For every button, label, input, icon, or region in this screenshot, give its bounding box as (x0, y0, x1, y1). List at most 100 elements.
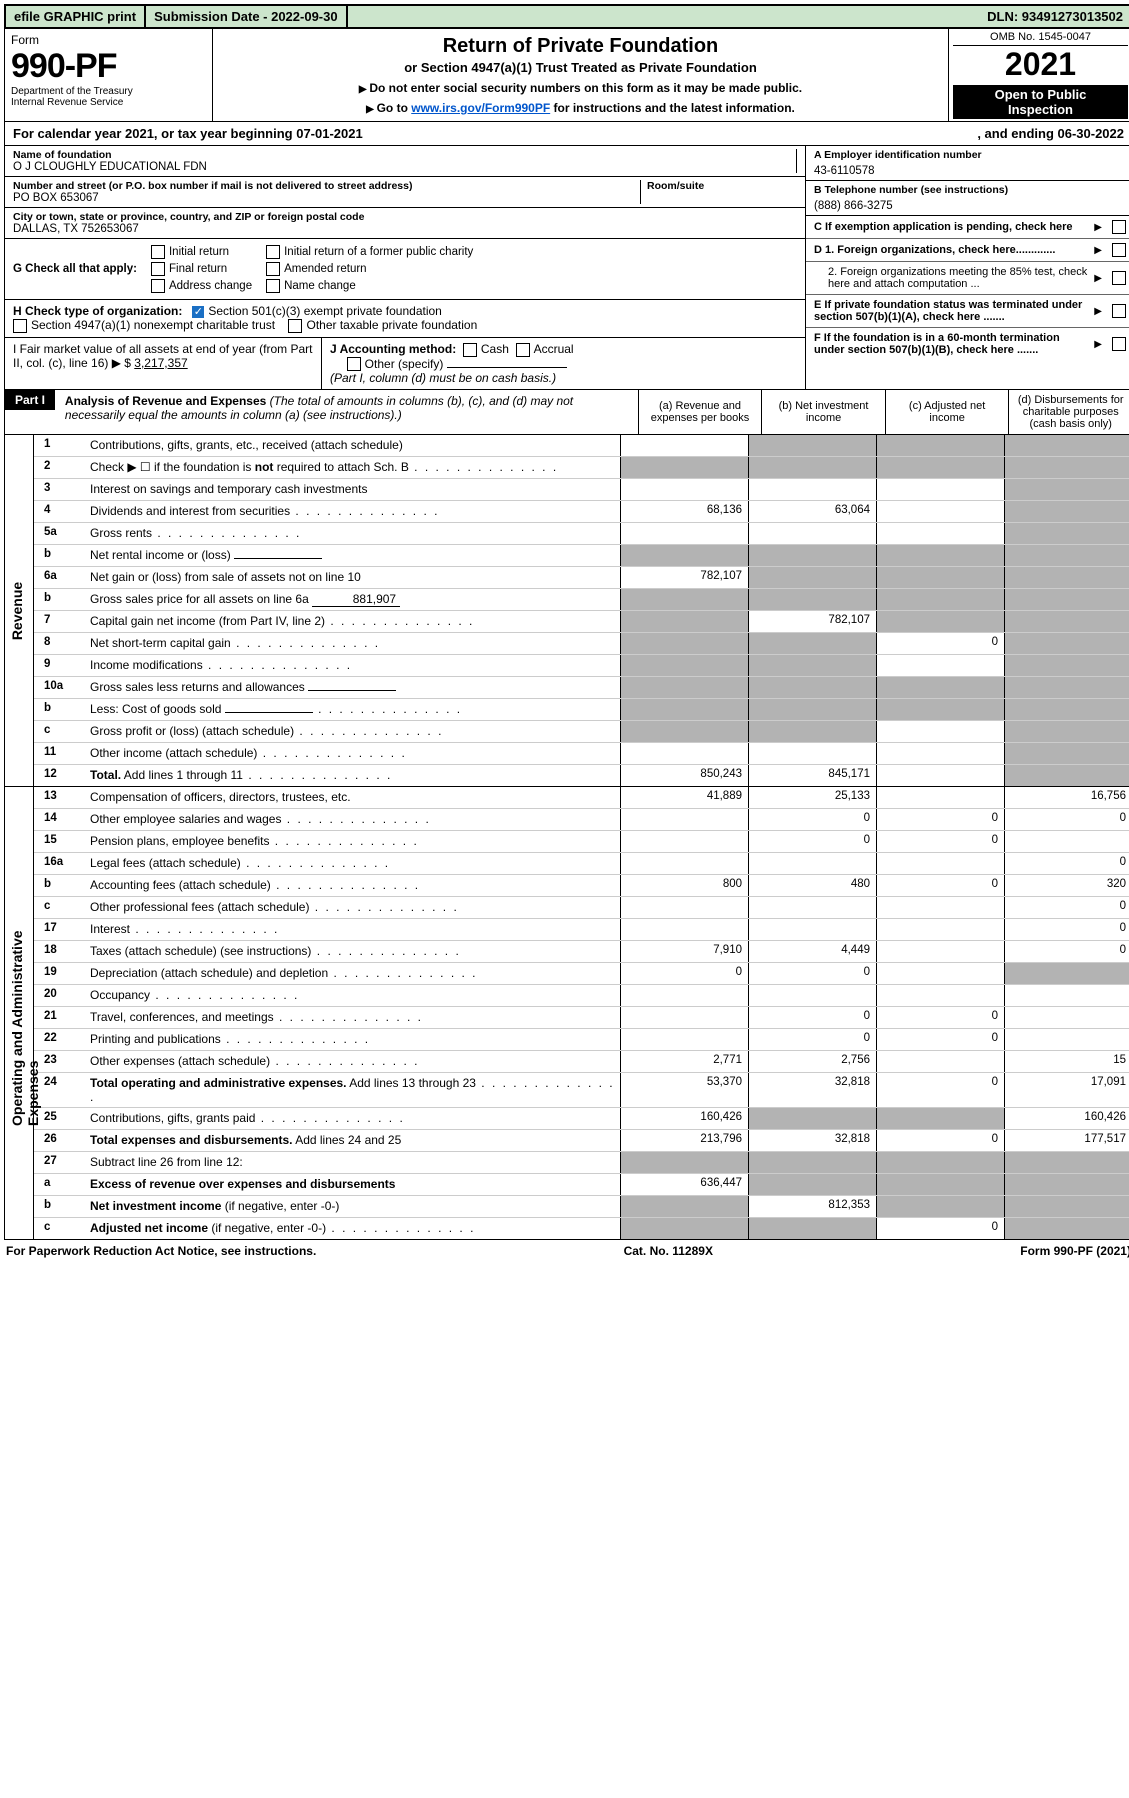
checkbox-icon[interactable] (1112, 220, 1126, 234)
dept-label: Department of the Treasury (11, 86, 206, 97)
checkbox-icon[interactable] (1112, 243, 1126, 257)
checkbox-icon[interactable] (516, 343, 530, 357)
table-row: 18Taxes (attach schedule) (see instructi… (34, 941, 1129, 963)
d2-flag: 2. Foreign organizations meeting the 85%… (806, 262, 1129, 295)
line-number: 12 (34, 765, 86, 786)
line-desc: Dividends and interest from securities (86, 501, 620, 522)
value-cell (748, 1174, 876, 1195)
value-cell (748, 677, 876, 698)
value-cell (1004, 1196, 1129, 1217)
table-row: 17Interest0 (34, 919, 1129, 941)
checkbox-icon[interactable] (13, 319, 27, 333)
value-cell: 63,064 (748, 501, 876, 522)
efile-label: efile GRAPHIC print (6, 6, 146, 27)
checkbox-icon[interactable] (288, 319, 302, 333)
value-cell: 53,370 (620, 1073, 748, 1107)
line-number: b (34, 589, 86, 610)
table-row: 21Travel, conferences, and meetings00 (34, 1007, 1129, 1029)
value-cell (1004, 831, 1129, 852)
line-desc: Other professional fees (attach schedule… (86, 897, 620, 918)
checkbox-icon[interactable] (266, 279, 280, 293)
value-cell (620, 919, 748, 940)
value-cell (620, 721, 748, 742)
table-row: 26Total expenses and disbursements. Add … (34, 1130, 1129, 1152)
value-cell: 16,756 (1004, 787, 1129, 808)
checkbox-icon[interactable] (151, 262, 165, 276)
checkbox-icon[interactable] (1112, 337, 1126, 351)
value-cell (748, 699, 876, 720)
header-note-1: Do not enter social security numbers on … (223, 81, 938, 95)
value-cell (1004, 611, 1129, 632)
value-cell (620, 985, 748, 1006)
footer-mid: Cat. No. 11289X (624, 1244, 713, 1258)
top-bar: efile GRAPHIC print Submission Date - 20… (4, 4, 1129, 29)
checkbox-icon[interactable] (151, 279, 165, 293)
line-number: b (34, 1196, 86, 1217)
checkbox-icon[interactable] (347, 357, 361, 371)
value-cell (876, 545, 1004, 566)
line-desc: Excess of revenue over expenses and disb… (86, 1174, 620, 1195)
line-desc: Printing and publications (86, 1029, 620, 1050)
entity-section: Name of foundation O J CLOUGHLY EDUCATIO… (4, 146, 1129, 390)
phone-value: (888) 866-3275 (814, 196, 1124, 212)
line-number: 20 (34, 985, 86, 1006)
footer-left: For Paperwork Reduction Act Notice, see … (6, 1244, 316, 1258)
header-note-2: Go to www.irs.gov/Form990PF for instruct… (223, 101, 938, 115)
value-cell: 32,818 (748, 1073, 876, 1107)
line-desc: Total operating and administrative expen… (86, 1073, 620, 1107)
value-cell: 0 (876, 831, 1004, 852)
checkbox-icon[interactable] (151, 245, 165, 259)
value-cell: 850,243 (620, 765, 748, 786)
value-cell (1004, 1174, 1129, 1195)
checkbox-icon[interactable] (1112, 271, 1126, 285)
value-cell (620, 1007, 748, 1028)
value-cell: 0 (748, 1007, 876, 1028)
form-link[interactable]: www.irs.gov/Form990PF (411, 101, 550, 115)
value-cell: 812,353 (748, 1196, 876, 1217)
value-cell (620, 589, 748, 610)
f-flag: F If the foundation is in a 60-month ter… (806, 328, 1129, 360)
table-row: 22Printing and publications00 (34, 1029, 1129, 1051)
header-subtitle: or Section 4947(a)(1) Trust Treated as P… (223, 60, 938, 75)
table-row: 7Capital gain net income (from Part IV, … (34, 611, 1129, 633)
table-row: cAdjusted net income (if negative, enter… (34, 1218, 1129, 1239)
value-cell (1004, 721, 1129, 742)
line-number: b (34, 875, 86, 896)
value-cell (1004, 1218, 1129, 1239)
checkbox-checked-icon[interactable]: ✓ (192, 306, 204, 318)
value-cell: 0 (1004, 809, 1129, 830)
checkbox-icon[interactable] (1112, 304, 1126, 318)
line-desc: Total expenses and disbursements. Add li… (86, 1130, 620, 1151)
value-cell (876, 985, 1004, 1006)
value-cell (1004, 743, 1129, 764)
dln-label: DLN: 93491273013502 (979, 6, 1129, 27)
line-number: 22 (34, 1029, 86, 1050)
value-cell (620, 545, 748, 566)
form-header: Form 990-PF Department of the Treasury I… (4, 29, 1129, 122)
revenue-vlabel: Revenue (5, 435, 34, 786)
value-cell (748, 545, 876, 566)
checkbox-icon[interactable] (266, 245, 280, 259)
value-cell (748, 435, 876, 456)
line-number: 10a (34, 677, 86, 698)
line-desc: Legal fees (attach schedule) (86, 853, 620, 874)
line-number: 17 (34, 919, 86, 940)
value-cell: 0 (1004, 853, 1129, 874)
checkbox-icon[interactable] (266, 262, 280, 276)
value-cell (748, 897, 876, 918)
value-cell (748, 985, 876, 1006)
value-cell: 2,771 (620, 1051, 748, 1072)
table-row: aExcess of revenue over expenses and dis… (34, 1174, 1129, 1196)
assets-value: 3,217,357 (134, 356, 187, 370)
entity-right: A Employer identification number 43-6110… (806, 146, 1129, 389)
value-cell (876, 677, 1004, 698)
line-number: a (34, 1174, 86, 1195)
value-cell (620, 853, 748, 874)
value-cell (1004, 655, 1129, 676)
checkbox-icon[interactable] (463, 343, 477, 357)
value-cell (620, 1152, 748, 1173)
line-desc: Other employee salaries and wages (86, 809, 620, 830)
value-cell: 17,091 (1004, 1073, 1129, 1107)
value-cell (1004, 765, 1129, 786)
line-number: 1 (34, 435, 86, 456)
